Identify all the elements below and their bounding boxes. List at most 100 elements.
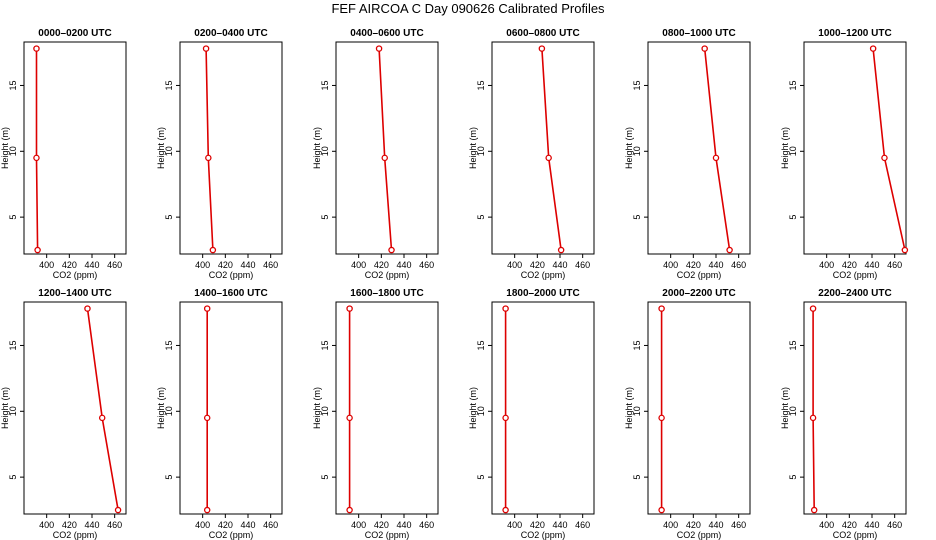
panel-title: 1000–1200 UTC — [818, 28, 891, 39]
x-axis-label: CO2 (ppm) — [833, 270, 878, 280]
x-tick-label: 440 — [396, 260, 411, 270]
plot-frame — [647, 41, 751, 255]
x-tick-label: 400 — [351, 520, 366, 530]
x-tick-label: 460 — [731, 520, 746, 530]
panel-title: 0800–1000 UTC — [662, 28, 735, 39]
data-point — [203, 414, 211, 422]
data-point — [346, 305, 353, 312]
y-tick-label: 10 — [788, 406, 798, 416]
panel-title: 0000–0200 UTC — [38, 28, 111, 39]
data-point — [502, 414, 509, 422]
x-tick-label: 440 — [708, 520, 723, 530]
plot-frame — [803, 301, 907, 515]
y-axis-label: Height (m) — [624, 387, 634, 429]
data-point — [658, 414, 665, 422]
y-tick-label: 5 — [8, 215, 18, 220]
x-tick-label: 460 — [887, 520, 902, 530]
x-tick-label: 400 — [819, 520, 834, 530]
panel-5: 0800–1000 UTC 400 420 440 460 5 10 15 CO2 (ppm) H… — [624, 28, 751, 280]
x-tick-label: 420 — [842, 520, 857, 530]
x-axis-label: CO2 (ppm) — [833, 530, 878, 540]
panel-8: 1400–1600 UTC 400 420 440 460 5 10 15 CO2 (ppm) H… — [156, 288, 283, 540]
co2-profile-line — [812, 308, 815, 511]
y-axis-label: Height (m) — [312, 387, 322, 429]
plot-frame — [803, 41, 907, 255]
panel-title: 1800–2000 UTC — [506, 288, 579, 299]
y-tick-label: 15 — [476, 340, 486, 350]
x-tick-label: 460 — [107, 260, 122, 270]
y-tick-label: 15 — [632, 80, 642, 90]
panel-title: 2000–2200 UTC — [662, 288, 735, 299]
data-point — [658, 506, 665, 514]
y-tick-label: 15 — [788, 340, 798, 350]
panel-6: 1000–1200 UTC 400 420 440 460 5 10 15 CO2 (ppm) H… — [780, 28, 909, 280]
y-tick-label: 5 — [788, 475, 798, 480]
y-axis-label: Height (m) — [156, 387, 166, 429]
panel-title: 1600–1800 UTC — [350, 288, 423, 299]
x-axis-label: CO2 (ppm) — [209, 270, 254, 280]
y-tick-label: 15 — [8, 340, 18, 350]
y-tick-label: 10 — [632, 406, 642, 416]
data-point — [205, 154, 212, 162]
panel-10: 1800–2000 UTC 400 420 440 460 5 10 15 CO2 (ppm) H… — [468, 288, 595, 540]
x-tick-label: 400 — [39, 260, 54, 270]
data-point — [202, 45, 210, 52]
data-point — [84, 305, 91, 312]
x-tick-label: 400 — [663, 260, 678, 270]
x-tick-label: 460 — [731, 260, 746, 270]
x-tick-label: 460 — [419, 260, 434, 270]
x-tick-label: 400 — [663, 520, 678, 530]
y-tick-label: 5 — [788, 215, 798, 220]
plot-frame — [179, 301, 283, 515]
panel-3: 0400–0600 UTC 400 420 440 460 5 10 15 CO2 (ppm) H… — [312, 28, 439, 280]
panel-title: 1200–1400 UTC — [38, 288, 111, 299]
x-axis-label: CO2 (ppm) — [365, 270, 410, 280]
plot-frame — [335, 41, 439, 255]
panel-1: 0000–0200 UTC 400 420 440 460 5 10 15 CO2 (ppm) H… — [0, 28, 127, 280]
x-tick-label: 400 — [507, 260, 522, 270]
data-point — [701, 45, 708, 52]
y-tick-label: 10 — [164, 406, 174, 416]
x-axis-label: CO2 (ppm) — [677, 270, 722, 280]
panel-title: 0600–0800 UTC — [506, 28, 579, 39]
x-tick-label: 440 — [396, 520, 411, 530]
plot-frame — [647, 301, 751, 515]
y-tick-label: 5 — [320, 475, 330, 480]
x-tick-label: 400 — [507, 520, 522, 530]
x-tick-label: 420 — [686, 260, 701, 270]
y-tick-label: 5 — [632, 215, 642, 220]
x-tick-label: 440 — [84, 520, 99, 530]
plot-frame — [23, 41, 127, 255]
x-tick-label: 420 — [530, 260, 545, 270]
y-tick-label: 15 — [164, 80, 174, 90]
y-tick-label: 5 — [476, 215, 486, 220]
x-tick-label: 420 — [374, 520, 389, 530]
y-axis-label: Height (m) — [624, 127, 634, 169]
data-point — [557, 246, 565, 254]
co2-profile-line — [205, 48, 214, 251]
data-point — [810, 506, 818, 514]
data-point — [381, 154, 388, 162]
panel-title: 2200–2400 UTC — [818, 288, 891, 299]
panel-4: 0600–0800 UTC 400 420 440 460 5 10 15 CO2 (ppm) H… — [468, 28, 595, 280]
y-tick-label: 10 — [8, 146, 18, 156]
y-tick-label: 5 — [8, 475, 18, 480]
y-tick-label: 15 — [164, 340, 174, 350]
y-tick-label: 15 — [476, 80, 486, 90]
x-axis-label: CO2 (ppm) — [521, 270, 566, 280]
y-tick-label: 15 — [320, 80, 330, 90]
data-point — [34, 246, 41, 254]
data-point — [33, 45, 40, 52]
data-point — [209, 246, 217, 254]
y-tick-label: 5 — [476, 475, 486, 480]
data-point — [881, 154, 888, 162]
plot-frame — [23, 301, 127, 515]
y-tick-label: 5 — [164, 215, 174, 220]
x-tick-label: 440 — [240, 260, 255, 270]
data-point — [809, 305, 817, 312]
co2-profile-line — [86, 308, 119, 511]
x-tick-label: 460 — [887, 260, 902, 270]
co2-profile-line — [378, 48, 393, 251]
data-point — [809, 414, 817, 422]
y-tick-label: 10 — [8, 406, 18, 416]
